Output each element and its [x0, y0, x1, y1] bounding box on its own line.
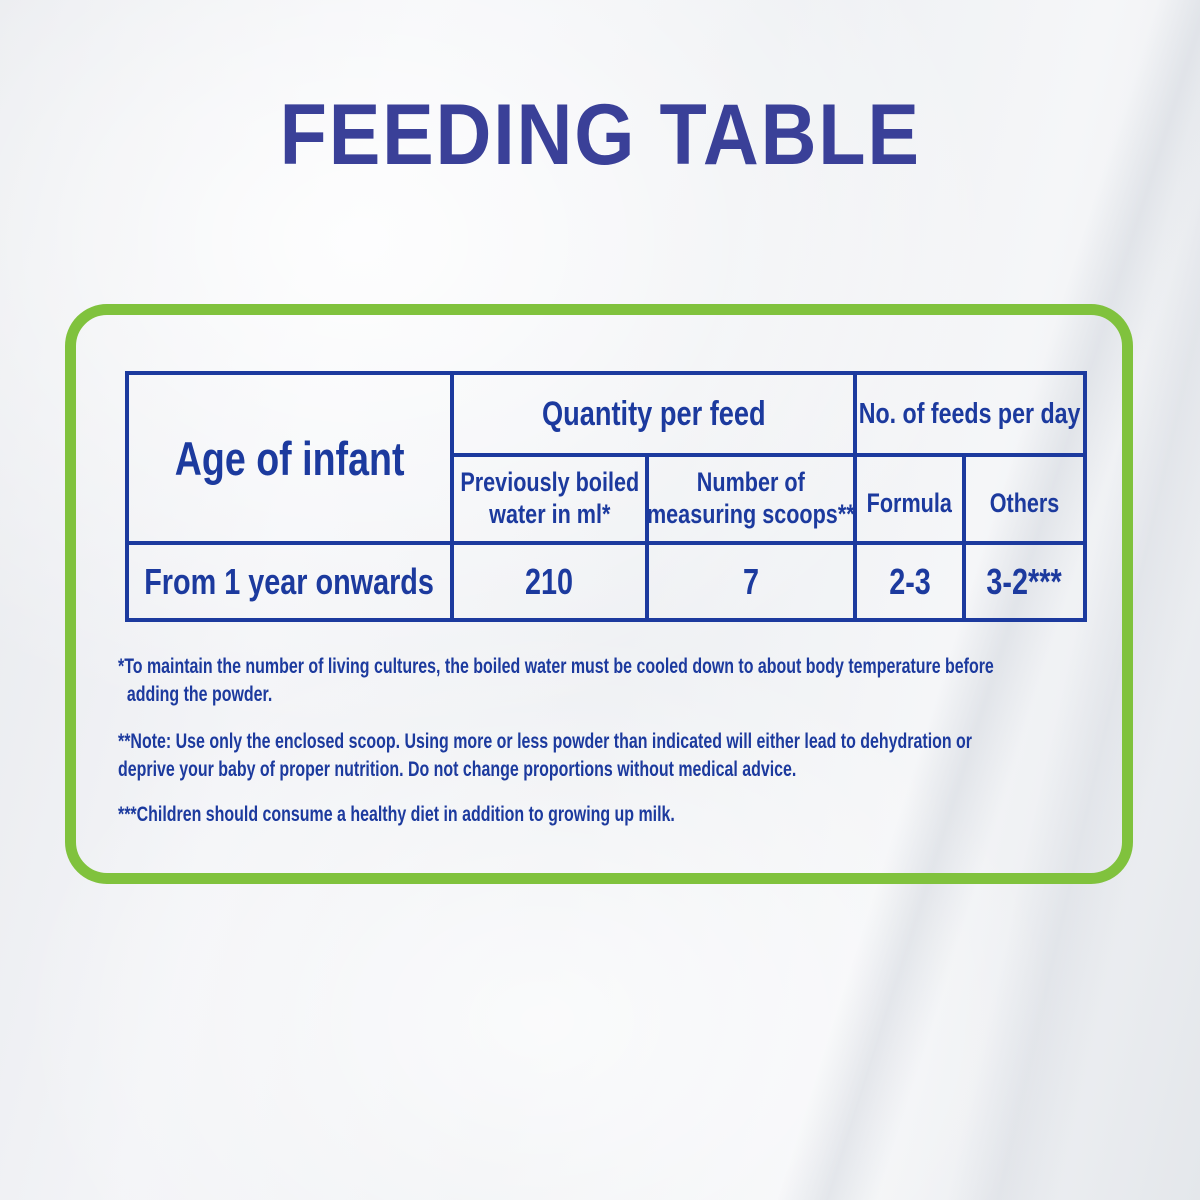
green-frame: [65, 304, 1133, 884]
header-cell-age: Age of infant: [125, 371, 454, 545]
header-cell-quantity-group: Quantity per feed: [449, 371, 858, 457]
header-row-groups: Age of infant Quantity per feed No. of f…: [125, 371, 1088, 545]
water-ml-value: 210: [525, 560, 574, 602]
header-cell-scoops: Number of measuring scoops**: [644, 453, 858, 545]
quantity-per-feed-label: Quantity per feed: [541, 394, 766, 433]
age-value: From 1 year onwards: [144, 560, 435, 602]
feeds-per-day-label: No. of feeds per day: [859, 397, 1081, 430]
footnote-boiled-water-text: *To maintain the number of living cultur…: [118, 655, 994, 706]
feeds-others-value: 3-2***: [986, 560, 1063, 602]
footnote-boiled-water: *To maintain the number of living cultur…: [118, 653, 1200, 708]
measuring-scoops-label: Number of measuring scoops**: [647, 467, 855, 529]
scoops-value: 7: [742, 560, 760, 602]
header-cell-others: Others: [962, 453, 1088, 545]
formula-label: Formula: [866, 488, 953, 519]
table-row: From 1 year onwards 210 7 2-3 3-2***: [125, 541, 1088, 622]
footnote-healthy-diet: ***Children should consume a healthy die…: [118, 801, 851, 829]
footnote-scoop-note-text: **Note: Use only the enclosed scoop. Usi…: [118, 730, 973, 781]
cell-age-value: From 1 year onwards: [125, 541, 454, 622]
feeds-formula-value: 2-3: [888, 560, 931, 602]
header-cell-water: Previously boiled water in ml*: [450, 453, 649, 545]
feeding-table: Age of infant Quantity per feed No. of f…: [125, 371, 1088, 622]
page-title-text: FEEDING TABLE: [279, 87, 921, 183]
cell-formula-value: 2-3: [853, 541, 967, 622]
age-of-infant-label: Age of infant: [174, 431, 405, 485]
others-label: Others: [989, 488, 1060, 519]
cell-scoops-value: 7: [644, 541, 858, 622]
cell-water-value: 210: [450, 541, 649, 622]
boiled-water-label: Previously boiled water in ml*: [460, 467, 639, 529]
header-cell-formula: Formula: [853, 453, 967, 545]
header-row-subcolumns: Previously boiled water in ml* Number of…: [127, 453, 1088, 545]
header-cell-feeds-group: No. of feeds per day: [853, 371, 1088, 457]
footnote-healthy-diet-text: ***Children should consume a healthy die…: [118, 803, 675, 826]
page-title: FEEDING TABLE: [0, 92, 1200, 178]
footnote-scoop-note: **Note: Use only the enclosed scoop. Usi…: [118, 728, 1200, 783]
cell-others-value: 3-2***: [962, 541, 1088, 622]
